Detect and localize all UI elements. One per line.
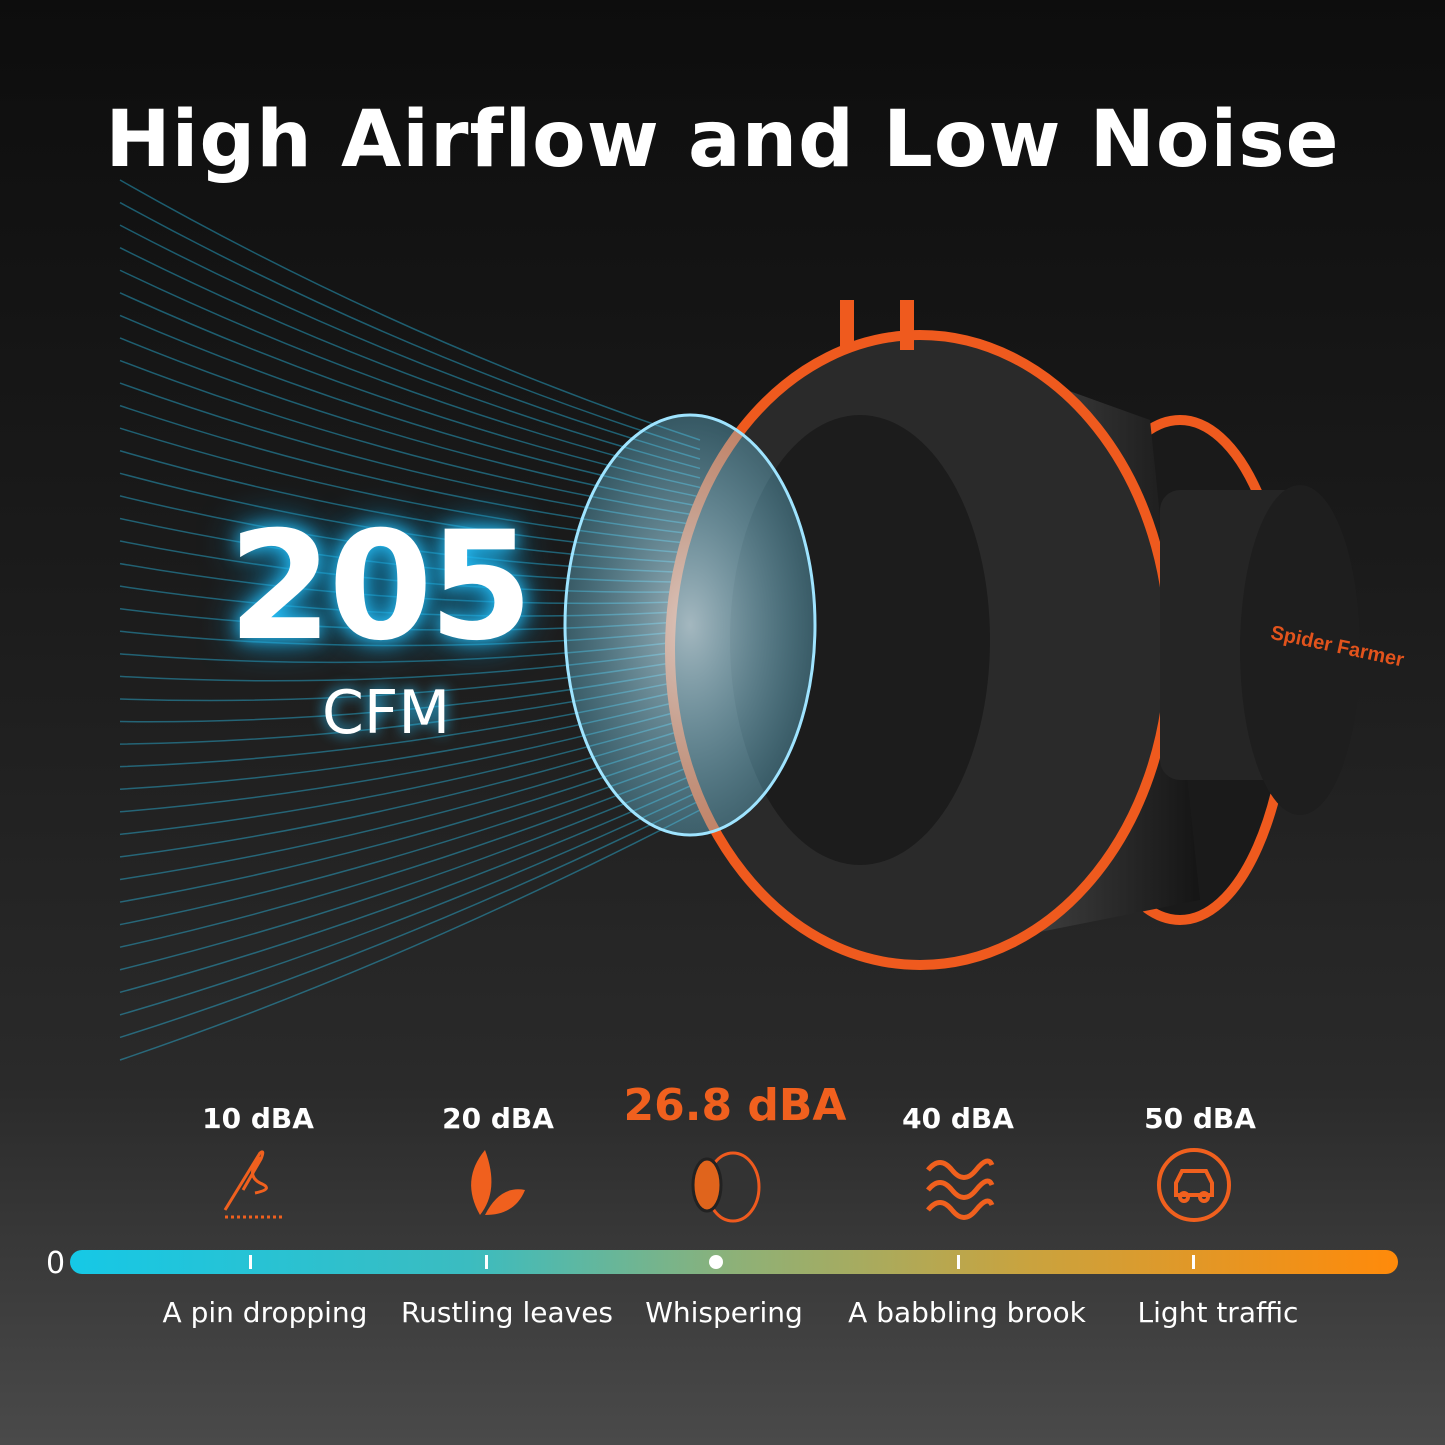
airflow-unit: CFM <box>322 678 451 748</box>
airflow-line <box>119 790 701 1016</box>
level-label: A babbling brook <box>848 1296 1086 1329</box>
leaf-icon <box>471 1150 525 1215</box>
waves-icon <box>926 1158 995 1220</box>
fan-noise-marker <box>709 1255 723 1269</box>
level-value: 10 dBA <box>202 1102 314 1135</box>
airflow-line <box>119 780 701 994</box>
airflow-line <box>119 179 701 441</box>
fan-noise-value: 26.8 dBA <box>623 1080 847 1131</box>
scale-tick <box>957 1255 960 1269</box>
scale-tick <box>249 1255 252 1269</box>
airflow-line <box>119 809 701 1061</box>
scale-zero-label: 0 <box>46 1246 66 1281</box>
needle-icon <box>223 1150 285 1219</box>
airflow-line <box>119 799 701 1039</box>
fan-icon <box>691 1151 761 1223</box>
level-label: Rustling leaves <box>400 1296 614 1329</box>
level-value: 40 dBA <box>902 1102 1014 1135</box>
airflow-value: 205 <box>228 500 533 674</box>
scale-tick <box>485 1255 488 1269</box>
level-label: Whispering <box>645 1296 803 1329</box>
airflow-line <box>119 224 701 460</box>
airflow-line <box>119 201 701 451</box>
airflow-line <box>119 269 701 479</box>
level-value: 50 dBA <box>1144 1102 1256 1135</box>
level-value: 20 dBA <box>442 1102 554 1135</box>
car-icon <box>1157 1148 1231 1222</box>
level-label: A pin dropping <box>162 1296 368 1329</box>
noise-scale-bar <box>70 1250 1398 1274</box>
inline-fan: Spider Farmer <box>563 300 1406 970</box>
airflow-line <box>119 771 701 971</box>
airflow-line <box>119 247 701 470</box>
page-title: High Airflow and Low Noise <box>105 95 1340 185</box>
level-label: Light traffic <box>1137 1296 1299 1329</box>
scale-tick <box>1192 1255 1195 1269</box>
